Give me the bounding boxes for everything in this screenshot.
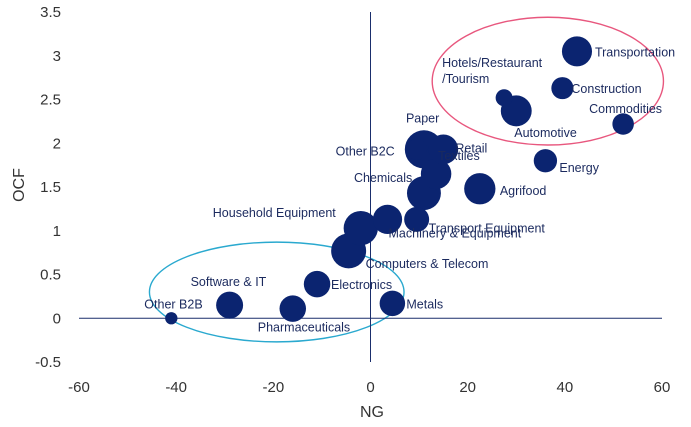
bubble-18: [216, 291, 244, 319]
bubble-14: [372, 204, 403, 234]
bubble-4: [612, 113, 634, 135]
data-label-16: Electronics: [331, 278, 392, 292]
data-label-12: Household Equipment: [213, 206, 337, 220]
data-label-11: Agrifood: [500, 184, 547, 198]
data-label-20: Other B2B: [144, 297, 202, 311]
data-label-3: Automotive: [514, 126, 577, 140]
data-label-14: Machinery & Equipment: [389, 226, 522, 240]
data-label-19: Pharmaceuticals: [258, 321, 350, 335]
bubble-6: [428, 134, 459, 165]
highlight-ellipse-top: [431, 16, 665, 146]
data-label-6: Retail: [455, 141, 487, 155]
bubble-20: [165, 312, 178, 325]
bubble-16: [303, 270, 331, 298]
y-tick-label-4: 1.5: [40, 179, 61, 196]
bubble-13: [404, 206, 430, 232]
x-tick-label-6: 60: [654, 379, 671, 396]
data-label-18: Software & IT: [191, 275, 267, 289]
data-label-13: Transport Equipment: [429, 221, 546, 235]
data-label-2: Construction: [571, 82, 641, 96]
bubble-0: [561, 36, 593, 67]
x-axis-title: NG: [360, 404, 384, 421]
data-label-17: Metals: [406, 297, 443, 311]
x-tick-label-0: -60: [68, 379, 90, 396]
y-tick-label-5: 2: [53, 135, 61, 152]
bubble-1: [495, 89, 513, 107]
bubble-17: [379, 290, 406, 317]
y-tick-label-3: 1: [53, 223, 61, 240]
x-tick-label-3: 0: [366, 379, 374, 396]
bubble-2: [551, 77, 574, 100]
x-tick-label-5: 40: [556, 379, 573, 396]
highlight-ellipses: [148, 16, 665, 343]
x-tick-label-4: 20: [459, 379, 476, 396]
data-label-4: Commodities: [589, 102, 662, 116]
y-tick-label-0: -0.5: [35, 354, 61, 371]
data-label-0: Transportation: [595, 45, 675, 59]
bubble-11: [464, 173, 496, 205]
bubble-8: [420, 158, 452, 190]
bubble-7: [406, 138, 428, 160]
data-label-9: Energy: [559, 161, 599, 175]
data-label-5: Paper: [406, 111, 439, 125]
x-tick-label-1: -40: [165, 379, 187, 396]
tick-labels: -60 -40 -20 0 20 40 60 -0.5 0 0.5 1 1.5 2 2.5 3 3.5: [35, 4, 670, 396]
data-label-8: Textiles: [438, 149, 480, 163]
x-tick-label-2: -20: [262, 379, 284, 396]
y-tick-label-7: 3: [53, 48, 61, 65]
bubble-9: [533, 149, 558, 173]
data-label-10: Chemicals: [354, 171, 412, 185]
y-tick-label-8: 3.5: [40, 4, 61, 21]
data-label-7: Other B2C: [336, 144, 395, 158]
bubble-12: [343, 210, 378, 246]
data-labels: Transportation Hotels/Restaurant/Tourism C…: [144, 45, 675, 334]
bubble-19: [279, 295, 307, 322]
data-label-15: Computers & Telecom: [366, 257, 489, 271]
y-tick-label-1: 0: [53, 310, 61, 327]
bubbles: [165, 36, 634, 325]
y-tick-label-2: 0.5: [40, 267, 61, 284]
data-label-1: Hotels/Restaurant/Tourism: [442, 56, 543, 86]
highlight-ellipse-bottom: [148, 241, 405, 343]
y-tick-label-6: 2.5: [40, 92, 61, 109]
y-axis-title: OCF: [11, 168, 28, 202]
